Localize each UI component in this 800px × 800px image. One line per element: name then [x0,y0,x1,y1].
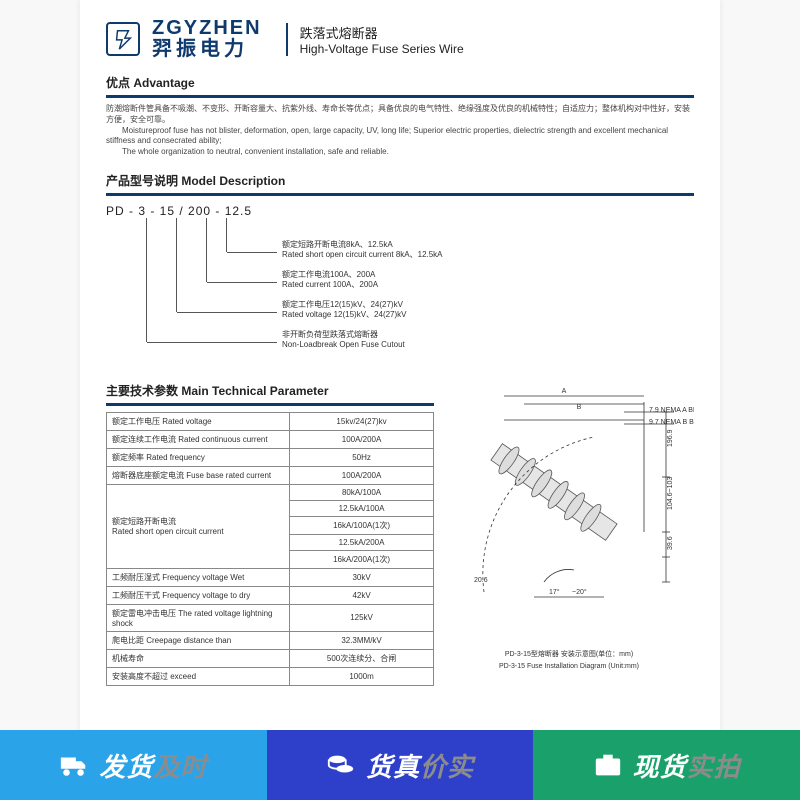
promo-text: 发货及时 [99,747,207,784]
diagram-caption-cn: PD-3-15型熔断器 安装示意图(单位：mm) [444,651,694,659]
params-rule [106,403,434,406]
svg-text:B: B [577,404,582,411]
table-row: 工频耐压干式 Frequency voltage to dry42kV [107,586,434,604]
table-row: 额定工作电压 Rated voltage15kv/24(27)kv [107,412,434,430]
promo-chip: 现货实拍 [533,730,800,800]
product-title-cn: 跌落式熔断器 [300,23,464,42]
camera-icon [593,750,623,780]
datasheet: ZGYZHEN 羿振电力 跌落式熔断器 High-Voltage Fuse Se… [80,0,720,760]
table-row: 安装高度不超过 exceed1000m [107,667,434,685]
promo-chip: 发货及时 [0,730,267,800]
diagram-column: A B 7.9 NEMA A BRKT 9.7 NEMA B BRKT 196.… [444,382,694,686]
svg-text:104.6~103: 104.6~103 [667,477,674,510]
advantage-heading: 优点 Advantage [106,74,694,91]
coins-icon [326,750,356,780]
section-advantage: 优点 Advantage 防潮熔断件管具备不吸潮、不变形、开断容量大、抗紫外线、… [106,74,694,158]
advantage-body-en2: The whole organization to neutral, conve… [106,147,694,158]
advantage-rule [106,95,694,98]
svg-text:9.7 NEMA B BRKT: 9.7 NEMA B BRKT [649,419,694,426]
model-code: PD - 3 - 15 / 200 - 12.5 [106,204,694,218]
svg-text:196.9: 196.9 [667,429,674,447]
table-row: 额定频率 Rated frequency50Hz [107,448,434,466]
promo-banner: 发货及时 货真价实 现货实拍 [0,730,800,800]
svg-text:17°: 17° [549,588,560,596]
model-decode-row: 额定工作电压12(15)kV、24(27)kVRated voltage 12(… [282,300,407,320]
svg-text:~20°: ~20° [572,588,587,596]
table-row: 额定雷电冲击电压 The rated voltage lightning sho… [107,604,434,631]
model-decode: PD - 3 - 15 / 200 - 12.5 额定短路开断电流8kA、12.… [106,204,694,374]
model-heading: 产品型号说明 Model Description [106,172,694,189]
product-title: 跌落式熔断器 High-Voltage Fuse Series Wire [286,23,464,56]
table-row: 额定连续工作电流 Rated continuous current100A/20… [107,430,434,448]
product-title-en: High-Voltage Fuse Series Wire [300,42,464,56]
svg-text:A: A [562,388,567,395]
model-decode-row: 额定工作电流100A、200ARated current 100A、200A [282,270,378,290]
page-root: ZGYZHEN 羿振电力 跌落式熔断器 High-Voltage Fuse Se… [0,0,800,800]
params-column: 主要技术参数 Main Technical Parameter 额定工作电压 R… [106,382,434,686]
table-row: 熔断器底座额定电流 Fuse base rated current100A/20… [107,466,434,484]
advantage-body-cn: 防潮熔断件管具备不吸潮、不变形、开断容量大、抗紫外线、寿命长等优点；具备优良的电… [106,104,694,126]
advantage-body-en1: Moistureproof fuse has not blister, defo… [106,126,694,148]
svg-text:39.6: 39.6 [667,536,674,550]
promo-text: 货真价实 [366,747,474,784]
model-decode-row: 额定短路开断电流8kA、12.5kARated short open circu… [282,240,443,260]
model-rule [106,193,694,196]
table-row: 工频耐压湿式 Frequency voltage Wet30kV [107,568,434,586]
brand-text: ZGYZHEN 羿振电力 [152,18,262,60]
promo-text: 现货实拍 [633,747,741,784]
table-row: 额定短路开断电流 Rated short open circuit curren… [107,484,434,500]
install-diagram: A B 7.9 NEMA A BRKT 9.7 NEMA B BRKT 196.… [444,382,694,647]
params-heading: 主要技术参数 Main Technical Parameter [106,382,434,399]
svg-text:20.6: 20.6 [474,577,488,584]
model-decode-row: 非开断负荷型跌落式熔断器Non-Loadbreak Open Fuse Cuto… [282,330,405,350]
table-row: 爬电比距 Creepage distance than32.3MM/kV [107,631,434,649]
truck-icon [59,750,89,780]
brand-latin: ZGYZHEN [152,18,262,39]
table-row: 机械寿命500次连续分、合闸 [107,649,434,667]
params-table: 额定工作电压 Rated voltage15kv/24(27)kv额定连续工作电… [106,412,434,686]
section-model: 产品型号说明 Model Description PD - 3 - 15 / 2… [106,172,694,374]
svg-text:7.9 NEMA A BRKT: 7.9 NEMA A BRKT [649,407,694,414]
header: ZGYZHEN 羿振电力 跌落式熔断器 High-Voltage Fuse Se… [106,18,694,60]
promo-chip: 货真价实 [267,730,534,800]
brand-cn: 羿振电力 [152,39,262,60]
diagram-caption-en: PD-3-15 Fuse Installation Diagram (Unit:… [444,663,694,671]
brand-logo-icon [106,22,140,56]
lower-columns: 主要技术参数 Main Technical Parameter 额定工作电压 R… [106,382,694,686]
